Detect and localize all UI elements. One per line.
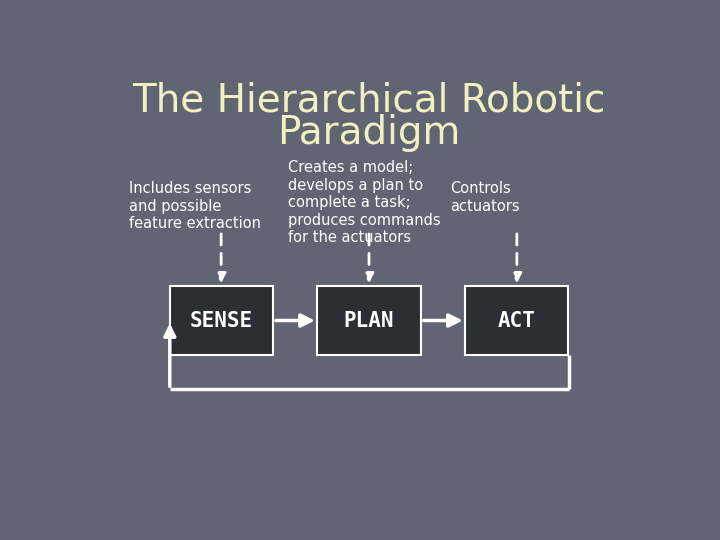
FancyBboxPatch shape	[318, 286, 420, 355]
Text: Creates a model;
develops a plan to
complete a task;
produces commands
for the a: Creates a model; develops a plan to comp…	[288, 160, 441, 245]
Text: Paradigm: Paradigm	[277, 114, 461, 152]
Text: SENSE: SENSE	[189, 310, 253, 330]
Text: PLAN: PLAN	[343, 310, 395, 330]
Text: Includes sensors
and possible
feature extraction: Includes sensors and possible feature ex…	[129, 181, 261, 231]
FancyBboxPatch shape	[465, 286, 569, 355]
Text: Controls
actuators: Controls actuators	[450, 181, 520, 214]
Text: ACT: ACT	[498, 310, 536, 330]
FancyBboxPatch shape	[169, 286, 273, 355]
Text: The Hierarchical Robotic: The Hierarchical Robotic	[132, 81, 606, 119]
